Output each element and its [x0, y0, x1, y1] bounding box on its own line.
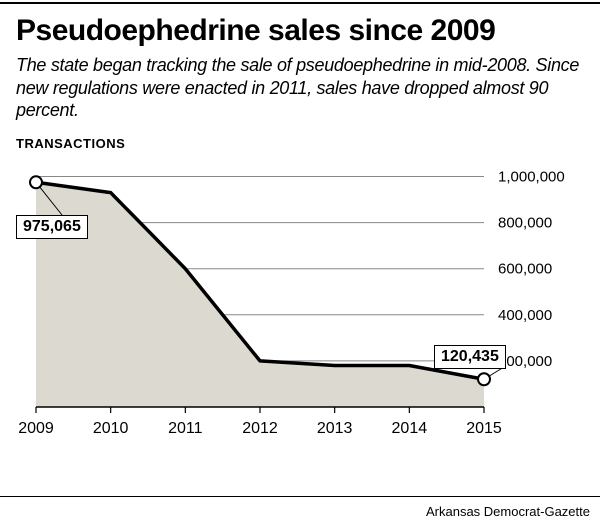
svg-text:2015: 2015 [466, 420, 502, 437]
callout-end: 120,435 [434, 345, 506, 369]
svg-text:2010: 2010 [93, 420, 129, 437]
svg-text:600,000: 600,000 [498, 260, 552, 277]
svg-text:1,000,000: 1,000,000 [498, 168, 565, 185]
svg-text:2011: 2011 [168, 420, 203, 437]
svg-text:2014: 2014 [392, 420, 428, 437]
callout-start: 975,065 [16, 215, 88, 239]
subtitle: The state began tracking the sale of pse… [16, 54, 584, 122]
bottom-rule [0, 496, 600, 497]
svg-text:2009: 2009 [18, 420, 54, 437]
credit: Arkansas Democrat-Gazette [426, 504, 590, 519]
svg-text:2013: 2013 [317, 420, 353, 437]
svg-text:800,000: 800,000 [498, 214, 552, 231]
container: Pseudoephedrine sales since 2009 The sta… [0, 0, 600, 467]
chart-svg: 200,000 400,000 600,000 800,000 1,000,000 200… [16, 157, 582, 463]
page-title: Pseudoephedrine sales since 2009 [16, 14, 584, 48]
svg-text:400,000: 400,000 [498, 306, 552, 323]
axis-title: TRANSACTIONS [16, 136, 584, 151]
chart: 200,000 400,000 600,000 800,000 1,000,000 200… [16, 157, 582, 467]
svg-text:200,000: 200,000 [498, 352, 552, 369]
top-rule [0, 2, 600, 4]
svg-text:2012: 2012 [242, 420, 278, 437]
